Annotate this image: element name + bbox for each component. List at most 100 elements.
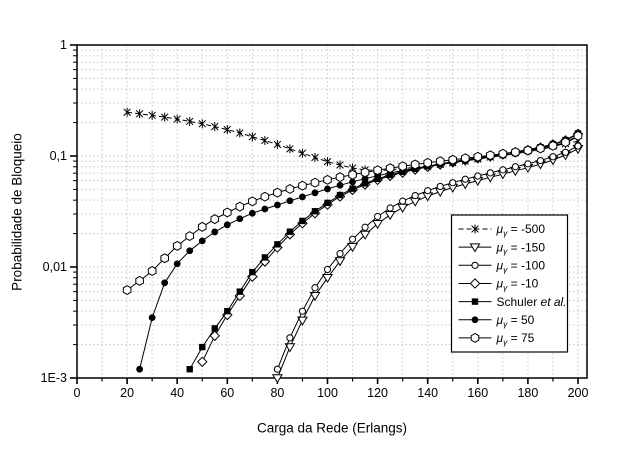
star-spoke — [348, 164, 357, 172]
legend-entry-mu_gamma_-10: μγ = -10 — [458, 277, 539, 292]
x-tick-label: 200 — [568, 386, 589, 400]
star-spoke — [311, 153, 319, 162]
marker-hexagon — [536, 143, 545, 154]
marker-star — [148, 110, 156, 120]
marker-circle — [486, 169, 494, 177]
triangle-marker — [284, 343, 296, 353]
marker-hexagon — [561, 137, 570, 148]
marker-star — [286, 144, 294, 154]
marker-star — [211, 122, 219, 132]
circle-marker — [348, 235, 357, 243]
marker-square-filled — [336, 191, 344, 199]
marker-diamond — [196, 356, 208, 368]
marker-triangle-down — [397, 203, 409, 213]
square-marker — [186, 366, 193, 373]
marker-hexagon — [273, 187, 282, 198]
square-marker — [211, 325, 218, 332]
marker-circle — [399, 197, 407, 205]
x-tick-label: 60 — [220, 386, 234, 400]
marker-circle-filled — [336, 181, 344, 189]
square-marker — [236, 288, 244, 295]
filled-circle-marker — [261, 205, 269, 213]
hexagon-marker — [260, 191, 270, 202]
marker-star — [336, 160, 344, 170]
hexagon-marker — [273, 187, 282, 198]
square-marker — [336, 191, 344, 199]
hexagon-marker — [122, 285, 132, 296]
marker-square-filled — [361, 180, 369, 187]
marker-circle-filled — [136, 365, 144, 373]
hexagon-marker — [435, 156, 445, 167]
marker-circle — [524, 160, 532, 168]
series-mu_gamma_-100 — [273, 142, 582, 373]
triangle-marker — [384, 211, 396, 221]
circle-marker — [486, 169, 494, 177]
x-tick-label: 20 — [120, 386, 134, 400]
marker-circle — [411, 191, 419, 200]
hexagon-marker — [335, 172, 345, 183]
star-spoke — [160, 113, 169, 121]
square-marker — [361, 180, 369, 187]
marker-circle — [386, 204, 394, 212]
filled-circle-marker — [211, 228, 219, 236]
marker-circle — [348, 235, 357, 243]
triangle-marker — [469, 243, 481, 253]
y-tick-label: 1 — [60, 38, 67, 52]
triangle-marker — [372, 220, 384, 230]
diamond-marker — [469, 278, 481, 289]
star-spoke — [273, 140, 282, 149]
hexagon-marker — [486, 150, 495, 161]
circle-marker — [436, 182, 444, 191]
hexagon-marker — [210, 214, 220, 225]
y-axis-label: Probabilidade de Bloqueio — [9, 133, 25, 291]
diamond-marker — [196, 356, 208, 368]
square-marker — [274, 241, 281, 248]
marker-hexagon — [398, 161, 407, 172]
marker-star — [261, 135, 269, 145]
marker-star — [248, 132, 257, 142]
circle-marker — [511, 163, 519, 171]
marker-circle — [336, 250, 344, 258]
marker-circle — [311, 284, 319, 292]
marker-hexagon — [373, 165, 382, 176]
circle-marker — [311, 284, 319, 292]
circle-marker — [449, 179, 457, 187]
hexagon-marker — [573, 130, 583, 141]
marker-hexagon — [323, 174, 332, 185]
marker-circle — [549, 153, 557, 161]
legend-entry-mu_gamma_75: μγ = 75 — [458, 331, 535, 347]
marker-triangle-down — [322, 273, 333, 284]
filled-circle-marker — [198, 237, 206, 245]
marker-hexagon — [573, 130, 583, 141]
marker-star — [160, 112, 169, 122]
marker-square-filled — [249, 268, 256, 276]
marker-star — [273, 139, 282, 149]
marker-star — [198, 119, 207, 129]
filled-circle-marker — [311, 189, 319, 197]
marker-square-filled — [286, 228, 294, 235]
marker-hexagon — [260, 191, 270, 202]
star-spoke — [148, 111, 156, 120]
hexagon-marker — [398, 161, 407, 172]
marker-hexagon — [470, 332, 480, 343]
marker-star — [223, 125, 232, 135]
hexagon-marker — [323, 174, 332, 185]
x-tick-label: 80 — [270, 386, 284, 400]
hexagon-marker — [160, 253, 169, 264]
marker-hexagon — [197, 221, 207, 232]
marker-circle-filled — [161, 279, 169, 287]
marker-circle — [436, 182, 444, 191]
marker-star — [311, 152, 319, 162]
marker-square-filled — [311, 208, 319, 215]
marker-circle — [374, 212, 382, 221]
marker-circle-filled — [173, 260, 181, 268]
hexagon-marker — [470, 332, 480, 343]
marker-triangle-down — [296, 316, 308, 326]
star-spoke — [323, 157, 332, 166]
marker-star — [298, 148, 307, 158]
hexagon-marker — [448, 154, 458, 165]
hexagon-marker — [285, 183, 295, 194]
x-tick-label: 140 — [417, 386, 438, 400]
circle-marker — [336, 250, 344, 258]
marker-square-filled — [299, 217, 306, 225]
